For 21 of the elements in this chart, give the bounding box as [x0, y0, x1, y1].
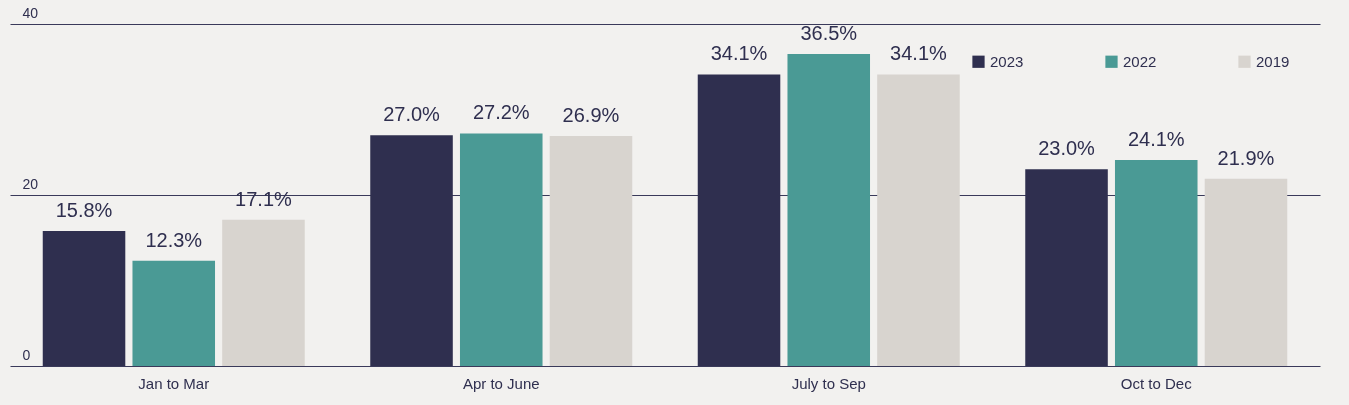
y-tick-label: 20	[22, 175, 39, 192]
x-tick-label: Apr to June	[462, 374, 540, 392]
legend-label: 2023	[990, 52, 1024, 70]
data-label: 23.0%	[1038, 137, 1096, 160]
data-label: 24.1%	[1127, 127, 1185, 150]
y-tick-label: 40	[22, 4, 39, 21]
data-label: 27.0%	[383, 103, 441, 126]
data-label: 36.5%	[800, 21, 858, 44]
x-tick-label: Jan to Mar	[138, 374, 210, 392]
legend-label: 2019	[1256, 52, 1290, 70]
data-label: 26.9%	[562, 104, 620, 126]
data-label: 34.1%	[890, 42, 948, 65]
data-label: 27.2%	[472, 101, 530, 124]
data-label: 21.9%	[1217, 146, 1275, 169]
x-tick-label: July to Sep	[791, 374, 866, 392]
x-tick-label: Oct to Dec	[1120, 374, 1193, 392]
data-label: 12.3%	[145, 228, 203, 251]
data-label: 34.1%	[710, 42, 768, 65]
legend-label: 2022	[1123, 52, 1157, 70]
data-label: 15.8%	[55, 198, 113, 221]
y-tick-label: 0	[22, 346, 31, 363]
